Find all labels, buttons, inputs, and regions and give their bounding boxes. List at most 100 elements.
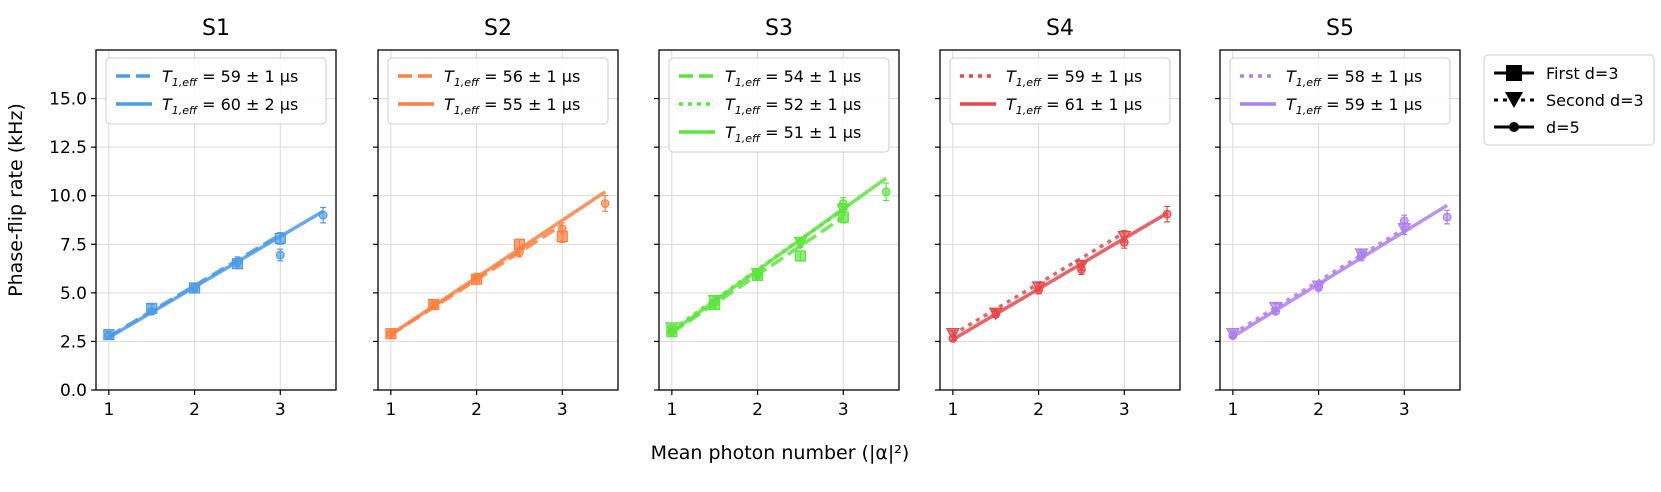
data-point-circle <box>948 334 958 343</box>
data-point-circle <box>1271 306 1281 316</box>
axes-frame <box>1219 49 1461 391</box>
data-point-square <box>794 250 807 262</box>
data-point-circle <box>753 270 762 279</box>
y-tick-label: 7.5 <box>60 235 87 255</box>
data-point-circle <box>1228 331 1238 341</box>
legend-box <box>105 57 327 125</box>
y-tick-label: 12.5 <box>49 138 87 158</box>
x-axis-label: Mean photon number (|α|²) <box>651 442 910 464</box>
legend-box <box>668 57 890 153</box>
x-tick-label: 2 <box>471 400 482 420</box>
data-point-circle <box>600 199 610 208</box>
data-point-circle <box>104 331 114 341</box>
x-tick-label: 1 <box>947 400 958 420</box>
data-point-circle <box>667 327 677 337</box>
panel-title: S5 <box>1326 16 1354 41</box>
square-marker-icon <box>1506 65 1522 81</box>
x-tick-label: 3 <box>1119 400 1130 420</box>
legend-label: T1,eff = 51 ± 1 μs <box>725 123 861 145</box>
style-legend: First d=3 Second d=3 d=5 <box>1483 54 1655 146</box>
x-tick-label: 1 <box>103 400 114 420</box>
y-tick-label: 10.0 <box>49 187 87 207</box>
legend-label: T1,eff = 54 ± 1 μs <box>725 67 861 89</box>
legend-label: T1,eff = 59 ± 1 μs <box>1286 95 1422 117</box>
axes-frame <box>939 49 1181 391</box>
legend-label: T1,eff = 61 ± 1 μs <box>1006 95 1142 117</box>
data-point-circle <box>275 250 285 260</box>
style-legend-box <box>1483 54 1655 146</box>
data-point-circle <box>1077 265 1086 274</box>
x-tick-label: 2 <box>189 400 200 420</box>
data-point-circle <box>1162 209 1172 219</box>
x-tick-label: 3 <box>1399 400 1410 420</box>
y-tick-label: 0.0 <box>60 381 87 401</box>
fit-line-solid <box>670 176 888 334</box>
legend-box <box>1229 57 1451 125</box>
data-point-circle <box>557 224 567 234</box>
panel-title: S1 <box>202 16 230 41</box>
data-point-circle <box>1034 285 1043 295</box>
data-point-circle <box>429 301 439 310</box>
x-tick-label: 2 <box>1033 400 1044 420</box>
data-point-circle <box>796 237 805 247</box>
data-point-circle <box>386 329 396 339</box>
data-point-circle <box>710 298 720 307</box>
legend-box <box>949 57 1171 125</box>
legend-label: T1,eff = 52 ± 1 μs <box>725 95 861 117</box>
x-tick-label: 1 <box>385 400 396 420</box>
x-tick-label: 1 <box>666 400 677 420</box>
data-point-circle <box>838 199 848 208</box>
panel-s1: 0.0 2.5 5.0 7.5 10.0 12.5 15.0 1 2 3 S1 T1,eff = 59… <box>49 16 337 420</box>
legend-box <box>387 57 609 125</box>
panel-s3: 1 2 3 S3 T1,eff = 54 ± 1 μs T1,eff = 52 ± 1 μ… <box>654 16 900 420</box>
panel-s5: 1 2 3 S5 T1,eff = 58 ± 1 μs T1,eff = 59 ± 1 μ… <box>1215 16 1461 420</box>
panel-title: S4 <box>1046 16 1074 41</box>
panel-s2: 1 2 3 S2 T1,eff = 56 ± 1 μs T1,eff = 55 ± 1 μ… <box>373 16 619 420</box>
y-axis-label: Phase-flip rate (kHz) <box>5 103 27 297</box>
data-point-circle <box>318 210 328 220</box>
data-point-circle <box>472 272 481 282</box>
triangle-marker-icon <box>1505 92 1523 108</box>
axes-frame <box>95 49 337 391</box>
style-legend-label: d=5 <box>1546 118 1580 137</box>
data-point-square <box>274 232 286 245</box>
data-point-circle <box>1357 251 1366 261</box>
x-tick-label: 1 <box>1227 400 1238 420</box>
panel-s4: 1 2 3 S4 T1,eff = 59 ± 1 μs T1,eff = 61 ± 1 μ… <box>935 16 1181 420</box>
data-point-circle <box>1442 212 1452 222</box>
panel-title: S3 <box>765 16 793 41</box>
style-legend-label: Second d=3 <box>1546 91 1644 110</box>
data-point-circle <box>1314 282 1323 292</box>
fit-line-solid <box>389 190 607 337</box>
legend-label: T1,eff = 55 ± 1 μs <box>444 95 580 117</box>
circle-marker-icon <box>1509 122 1519 132</box>
data-point-circle <box>190 282 199 292</box>
data-point-circle <box>1119 237 1129 247</box>
data-point-circle <box>881 187 891 197</box>
x-tick-label: 3 <box>275 400 286 420</box>
data-point-circle <box>147 306 157 316</box>
legend-label: T1,eff = 59 ± 1 μs <box>1006 67 1142 89</box>
data-point-circle <box>1399 216 1409 226</box>
legend-label: T1,eff = 56 ± 1 μs <box>444 67 580 89</box>
y-tick-label: 15.0 <box>49 90 87 110</box>
fit-line-solid <box>107 209 325 340</box>
y-tick-label: 5.0 <box>60 284 87 304</box>
data-point-circle <box>991 309 1001 319</box>
legend-label: T1,eff = 59 ± 1 μs <box>162 67 298 89</box>
x-tick-label: 2 <box>752 400 763 420</box>
axes-frame <box>658 49 900 391</box>
x-tick-label: 3 <box>838 400 849 420</box>
data-point-circle <box>233 257 242 267</box>
axes-frame <box>377 49 619 391</box>
panel-title: S2 <box>484 16 512 41</box>
data-point-circle <box>515 247 524 257</box>
legend-label: T1,eff = 58 ± 1 μs <box>1286 67 1422 89</box>
x-tick-label: 3 <box>557 400 568 420</box>
fit-line-solid <box>1231 203 1449 339</box>
style-legend-label: First d=3 <box>1546 64 1619 83</box>
y-tick-label: 2.5 <box>60 332 87 352</box>
x-tick-label: 2 <box>1313 400 1324 420</box>
